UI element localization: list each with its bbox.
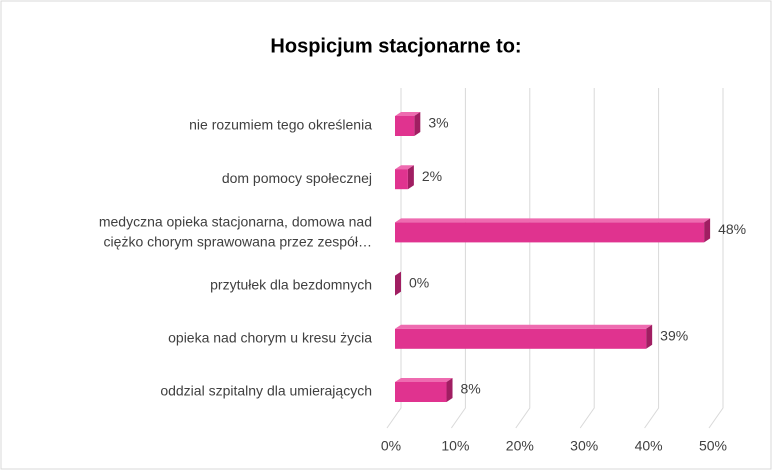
x-tick-label: 50% bbox=[699, 438, 727, 454]
x-tick-label: 10% bbox=[441, 438, 469, 454]
bar bbox=[395, 271, 401, 296]
x-tick-label: 0% bbox=[381, 438, 401, 454]
y-tick-label: przytułek dla bezdomnych bbox=[210, 276, 372, 292]
grid-line bbox=[708, 88, 724, 429]
bar-side bbox=[704, 218, 711, 243]
grid-line bbox=[644, 88, 660, 429]
value-label: 48% bbox=[718, 221, 746, 237]
bar bbox=[395, 112, 421, 136]
y-tick-label: medyczna opieka stacjonarna, domowa nad c… bbox=[99, 213, 372, 249]
y-tick-label: oddzial szpitalny dla umierających bbox=[160, 383, 372, 399]
value-label: 2% bbox=[422, 168, 442, 184]
grid-line bbox=[450, 88, 466, 429]
bar-top bbox=[395, 378, 453, 382]
bar bbox=[395, 218, 711, 243]
bar-side bbox=[395, 271, 401, 296]
value-label: 8% bbox=[461, 381, 481, 397]
bar bbox=[395, 324, 653, 349]
value-label: 3% bbox=[428, 115, 448, 131]
bar-top bbox=[395, 112, 421, 116]
grid-line bbox=[515, 88, 531, 429]
bar bbox=[395, 165, 414, 190]
value-label: 39% bbox=[660, 328, 688, 344]
y-tick-label: dom pomocy społecznej bbox=[222, 170, 372, 186]
bar-front bbox=[395, 169, 408, 190]
chart-title: Hospicjum stacjonarne to: bbox=[270, 35, 521, 57]
bar-side bbox=[414, 112, 421, 136]
y-tick-label: opieka nad chorym u kresu życia bbox=[168, 330, 372, 346]
grid-line bbox=[579, 88, 595, 429]
x-tick-label: 40% bbox=[635, 438, 663, 454]
bar-front bbox=[395, 222, 705, 243]
bar-top bbox=[395, 165, 414, 170]
x-tick-label: 20% bbox=[506, 438, 534, 454]
bar bbox=[395, 378, 453, 402]
x-tick-label: 30% bbox=[570, 438, 598, 454]
bar-front bbox=[395, 116, 415, 136]
bar-top bbox=[395, 218, 711, 223]
y-tick-label: nie rozumiem tego określenia bbox=[189, 117, 372, 133]
bar-front bbox=[395, 382, 447, 402]
bar-side bbox=[646, 324, 653, 349]
bar-side bbox=[407, 165, 414, 190]
bar-side bbox=[446, 378, 453, 402]
value-label: 0% bbox=[409, 274, 429, 290]
grid-line bbox=[386, 88, 402, 429]
bar-top bbox=[395, 324, 653, 329]
bar-front bbox=[395, 328, 647, 349]
